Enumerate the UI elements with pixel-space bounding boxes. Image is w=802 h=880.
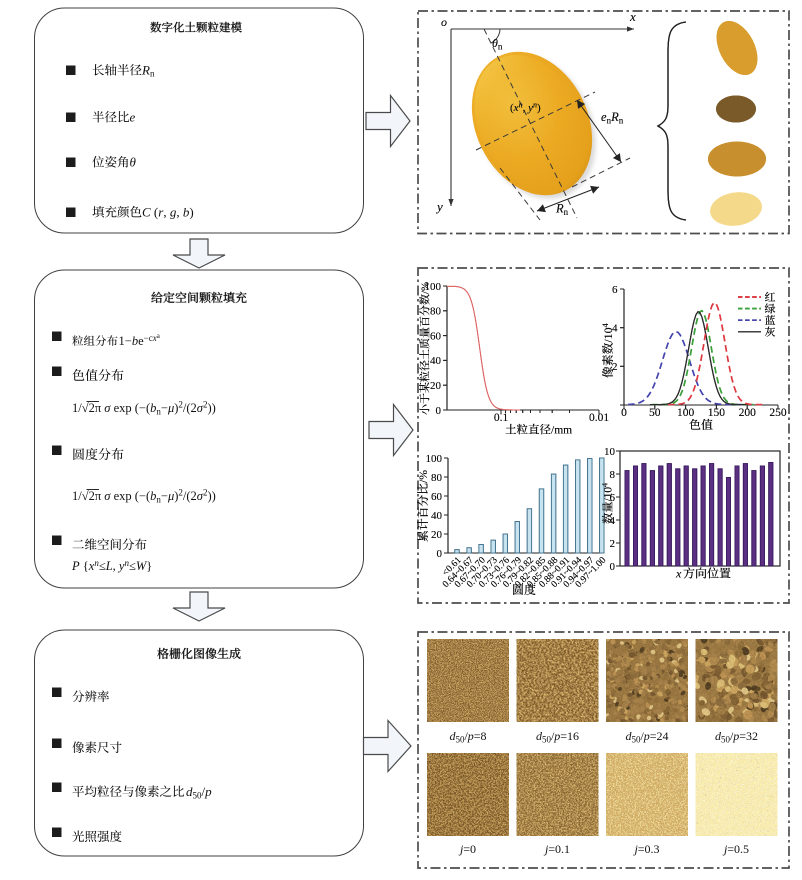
svg-text:/%: /% bbox=[416, 470, 430, 483]
svg-text:0: 0 bbox=[610, 561, 616, 573]
svg-text:0: 0 bbox=[436, 405, 442, 417]
svg-text:1/√2π σ exp (−(bn−μ)2/(2σ2)): 1/√2π σ exp (−(bn−μ)2/(2σ2)) bbox=[72, 400, 216, 417]
svg-text:2: 2 bbox=[612, 361, 618, 373]
svg-text:20: 20 bbox=[431, 529, 443, 541]
svg-text:x: x bbox=[629, 9, 636, 24]
svg-text:/mm: /mm bbox=[551, 425, 572, 437]
svg-text:60: 60 bbox=[430, 330, 442, 342]
svg-text:/104: /104 bbox=[601, 483, 615, 501]
svg-text:100: 100 bbox=[426, 453, 443, 465]
svg-text:0: 0 bbox=[437, 548, 443, 560]
svg-text:40: 40 bbox=[431, 510, 443, 522]
svg-text:0.1: 0.1 bbox=[494, 412, 509, 424]
svg-text:d50/p=8: d50/p=8 bbox=[449, 729, 486, 745]
svg-text:4: 4 bbox=[612, 322, 618, 334]
svg-text:100: 100 bbox=[677, 407, 695, 419]
svg-text:P {xn≤L, yn≤W}: P {xn≤L, yn≤W} bbox=[71, 558, 152, 573]
svg-text:60: 60 bbox=[431, 491, 443, 503]
svg-text:20: 20 bbox=[431, 529, 443, 541]
svg-text:0: 0 bbox=[621, 407, 627, 419]
svg-text:j=0: j=0 bbox=[458, 842, 476, 856]
svg-text:40: 40 bbox=[431, 510, 443, 522]
svg-text:Rn: Rn bbox=[555, 202, 569, 218]
svg-text:C (r, g, b): C (r, g, b) bbox=[142, 205, 194, 220]
svg-text:/%: /% bbox=[420, 282, 432, 294]
svg-text:/104: /104 bbox=[600, 323, 615, 343]
svg-text:/mm: /mm bbox=[551, 425, 572, 437]
svg-text:0.1: 0.1 bbox=[494, 412, 509, 424]
svg-text:e: e bbox=[130, 110, 136, 125]
svg-text:60: 60 bbox=[431, 491, 443, 503]
svg-text:4: 4 bbox=[610, 515, 616, 527]
svg-text:150: 150 bbox=[708, 407, 726, 419]
svg-text:x: x bbox=[675, 567, 682, 581]
svg-text:4: 4 bbox=[612, 322, 618, 334]
svg-text:20: 20 bbox=[430, 380, 442, 392]
svg-text:x: x bbox=[629, 9, 636, 24]
svg-text:/%: /% bbox=[420, 282, 432, 294]
svg-text:150: 150 bbox=[708, 407, 726, 419]
svg-text:50: 50 bbox=[649, 407, 661, 419]
svg-text:0: 0 bbox=[437, 548, 443, 560]
svg-text:2: 2 bbox=[610, 538, 616, 550]
svg-text:θn: θn bbox=[492, 36, 503, 52]
svg-text:6: 6 bbox=[610, 492, 616, 504]
svg-text:200: 200 bbox=[739, 407, 757, 419]
svg-text:200: 200 bbox=[739, 407, 757, 419]
svg-text:10: 10 bbox=[604, 446, 616, 458]
svg-text:0.01: 0.01 bbox=[589, 412, 609, 424]
svg-text:80: 80 bbox=[431, 472, 443, 484]
svg-text:d50/p: d50/p bbox=[186, 784, 212, 801]
svg-text:j=0.3: j=0.3 bbox=[632, 842, 659, 856]
svg-text:100: 100 bbox=[426, 453, 443, 465]
svg-text:2: 2 bbox=[610, 538, 616, 550]
svg-text:y: y bbox=[435, 199, 443, 214]
svg-text:250: 250 bbox=[769, 407, 787, 419]
svg-text:(xn, yn): (xn, yn) bbox=[510, 101, 541, 115]
svg-text:100: 100 bbox=[425, 281, 442, 293]
svg-text:40: 40 bbox=[430, 355, 442, 367]
svg-text:y: y bbox=[435, 199, 443, 214]
svg-text:d50/p=32: d50/p=32 bbox=[715, 729, 758, 745]
svg-text:o: o bbox=[441, 15, 447, 29]
svg-text:enRn: enRn bbox=[601, 110, 624, 126]
svg-text:80: 80 bbox=[430, 306, 442, 318]
svg-text:6: 6 bbox=[612, 284, 618, 296]
svg-text:0: 0 bbox=[621, 407, 627, 419]
svg-text:/%: /% bbox=[416, 470, 430, 483]
svg-text:8: 8 bbox=[610, 469, 616, 481]
svg-text:d50/p=16: d50/p=16 bbox=[536, 729, 579, 745]
svg-text:10: 10 bbox=[604, 446, 616, 458]
svg-text:1/√2π σ exp (−(bn−μ)2/(2σ2)): 1/√2π σ exp (−(bn−μ)2/(2σ2)) bbox=[72, 488, 216, 505]
svg-text:80: 80 bbox=[430, 306, 442, 318]
svg-text:0.01: 0.01 bbox=[589, 412, 609, 424]
svg-text:d50/p=24: d50/p=24 bbox=[625, 729, 668, 745]
svg-text:0: 0 bbox=[610, 561, 616, 573]
svg-text:/104: /104 bbox=[600, 323, 615, 343]
svg-text:20: 20 bbox=[430, 380, 442, 392]
svg-text:250: 250 bbox=[769, 407, 787, 419]
svg-text:Rn: Rn bbox=[555, 202, 569, 218]
svg-text:o: o bbox=[441, 15, 447, 29]
svg-text:50: 50 bbox=[649, 407, 661, 419]
svg-text:x: x bbox=[675, 567, 682, 581]
svg-text:40: 40 bbox=[430, 355, 442, 367]
svg-text:θ: θ bbox=[130, 155, 137, 170]
svg-text:θn: θn bbox=[492, 36, 503, 52]
svg-text:80: 80 bbox=[431, 472, 443, 484]
svg-text:6: 6 bbox=[610, 492, 616, 504]
svg-text:j=0.5: j=0.5 bbox=[722, 842, 749, 856]
svg-text:enRn: enRn bbox=[601, 110, 624, 126]
svg-text:j=0.1: j=0.1 bbox=[543, 842, 570, 856]
svg-text:100: 100 bbox=[425, 281, 442, 293]
svg-text:0: 0 bbox=[436, 405, 442, 417]
svg-text:100: 100 bbox=[677, 407, 695, 419]
svg-text:60: 60 bbox=[430, 330, 442, 342]
svg-text:6: 6 bbox=[612, 284, 618, 296]
svg-text:Rn: Rn bbox=[141, 63, 155, 79]
svg-text:4: 4 bbox=[610, 515, 616, 527]
svg-text:8: 8 bbox=[610, 469, 616, 481]
svg-text:2: 2 bbox=[612, 361, 618, 373]
